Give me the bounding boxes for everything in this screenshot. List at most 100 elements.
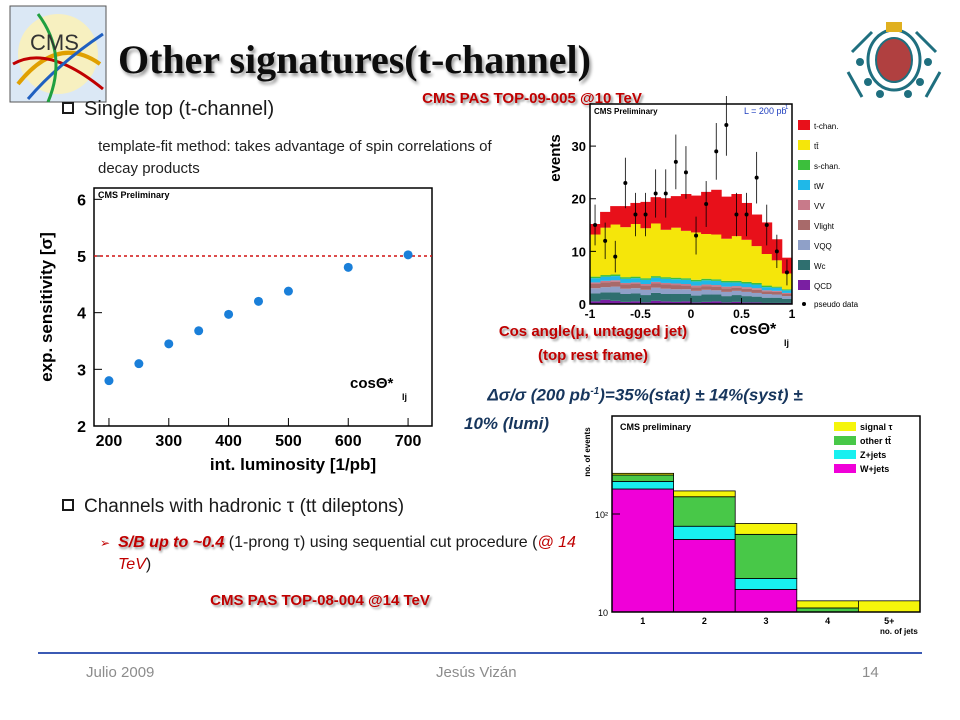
bar-segment bbox=[680, 301, 692, 304]
bar-segment bbox=[590, 276, 601, 279]
x-tick-label: 3 bbox=[763, 616, 768, 626]
bar-segment bbox=[751, 292, 763, 297]
bar-segment bbox=[711, 234, 722, 280]
chart-title: CMS preliminary bbox=[620, 422, 691, 432]
bar-segment bbox=[680, 289, 692, 294]
bar-segment bbox=[761, 254, 773, 286]
bar-segment bbox=[711, 290, 722, 295]
legend-label: Vlight bbox=[814, 222, 835, 231]
y-axis-label: no. of events bbox=[583, 427, 592, 477]
bar-segment bbox=[670, 301, 682, 304]
pseudo-data-point bbox=[673, 159, 678, 164]
y-tick-label: 3 bbox=[77, 362, 86, 379]
bar-segment bbox=[741, 296, 752, 303]
bar-segment bbox=[711, 189, 722, 235]
bar-segment bbox=[721, 288, 732, 292]
bar-segment bbox=[680, 279, 692, 284]
bar-segment bbox=[670, 227, 682, 278]
bar-segment bbox=[741, 281, 752, 284]
data-point bbox=[164, 339, 174, 349]
bar-segment bbox=[734, 533, 798, 579]
bar-segment bbox=[620, 284, 631, 289]
annotation-cos: cosΘ* bbox=[350, 375, 394, 392]
bar-segment bbox=[650, 281, 662, 284]
pseudo-data-point bbox=[734, 212, 739, 217]
data-point bbox=[343, 262, 353, 272]
bar-segment bbox=[650, 300, 662, 304]
bar-segment bbox=[711, 286, 722, 291]
bar-segment bbox=[630, 284, 641, 289]
bar-segment bbox=[781, 289, 793, 291]
bar-segment bbox=[721, 282, 732, 287]
bar-segment bbox=[721, 286, 732, 289]
bar-segment bbox=[620, 282, 631, 285]
bar-segment bbox=[701, 294, 712, 302]
bar-segment bbox=[751, 214, 763, 247]
bar-segment bbox=[701, 286, 712, 290]
legend-label: other tt̄ bbox=[860, 436, 891, 446]
pseudo-data-point bbox=[683, 170, 688, 175]
result-line1-pre: Δσ/σ (200 pb bbox=[487, 385, 591, 405]
bar-segment bbox=[771, 286, 783, 288]
result-line1-post: )=35%(stat) ± 14%(syst) ± bbox=[599, 385, 803, 405]
x-tick-label: 1 bbox=[640, 616, 645, 626]
legend-swatch bbox=[798, 280, 810, 290]
bar-segment bbox=[701, 284, 712, 287]
bullet-template-fit-label: template-fit method: takes advantage of … bbox=[98, 138, 492, 177]
y-tick-label: 20 bbox=[572, 192, 586, 207]
bar-segment bbox=[781, 298, 793, 303]
reference-top09005: CMS PAS TOP-09-005 @10 TeV bbox=[422, 90, 642, 107]
bar-segment bbox=[796, 600, 859, 609]
x-tick-label: -1 bbox=[585, 307, 596, 321]
bar-segment bbox=[751, 284, 763, 289]
bar-segment bbox=[660, 282, 672, 285]
bar-segment bbox=[751, 289, 763, 293]
bar-segment bbox=[691, 287, 702, 291]
pseudo-data-point bbox=[613, 254, 618, 259]
legend-swatch bbox=[834, 436, 856, 445]
bar-segment bbox=[711, 285, 722, 287]
y-tick-label: 5 bbox=[77, 249, 86, 266]
footer-author: Jesús Vizán bbox=[436, 664, 517, 681]
bar-segment bbox=[741, 291, 752, 297]
bar-segment bbox=[600, 287, 611, 293]
bar-segment bbox=[610, 276, 621, 281]
bar-segment bbox=[600, 280, 611, 283]
sensitivity-plot: CMS Preliminary 2 3 4 5 6 200 300 400 500 600 700 co… bbox=[32, 178, 442, 478]
bullet-box-icon bbox=[62, 102, 74, 114]
bar-segment bbox=[741, 239, 752, 282]
bar-segment bbox=[611, 472, 674, 476]
cos-angle-caption-line2: (top rest frame) bbox=[537, 347, 649, 364]
bar-segment bbox=[771, 287, 783, 291]
bar-segment bbox=[660, 278, 672, 283]
bar-segment bbox=[673, 525, 736, 540]
bar-segment bbox=[771, 260, 783, 287]
x-tick-label: 5+ bbox=[884, 616, 894, 626]
data-point bbox=[194, 326, 204, 336]
bar-segment bbox=[781, 290, 793, 293]
bar-segment bbox=[680, 284, 692, 286]
bar-segment bbox=[590, 278, 601, 283]
bar-segment bbox=[731, 301, 742, 304]
data-point bbox=[104, 376, 114, 386]
legend-swatch bbox=[798, 120, 810, 130]
x-tick-label: 4 bbox=[825, 616, 830, 626]
plot-frame bbox=[93, 187, 433, 427]
result-line1-sup: -1 bbox=[590, 386, 600, 397]
sb-text1: (1-prong τ) using sequential cut procedu… bbox=[224, 534, 538, 551]
bar-segment bbox=[741, 287, 752, 289]
bar-segment bbox=[630, 288, 641, 294]
bar-segment bbox=[590, 288, 601, 294]
lumi-sup: -1 bbox=[783, 105, 789, 111]
pseudo-data-point bbox=[744, 212, 749, 217]
slide-title: Other signatures(t-channel) bbox=[118, 37, 591, 82]
bar-segment bbox=[620, 301, 631, 304]
bar-segment bbox=[771, 290, 783, 292]
x-axis-label: cosΘ* bbox=[730, 321, 777, 338]
x-tick-label: 400 bbox=[215, 433, 242, 450]
bar-segment bbox=[761, 287, 773, 291]
bar-segment bbox=[761, 290, 773, 292]
bar-segment bbox=[611, 474, 674, 482]
bar-segment bbox=[660, 301, 672, 304]
bar-segment bbox=[600, 292, 611, 300]
